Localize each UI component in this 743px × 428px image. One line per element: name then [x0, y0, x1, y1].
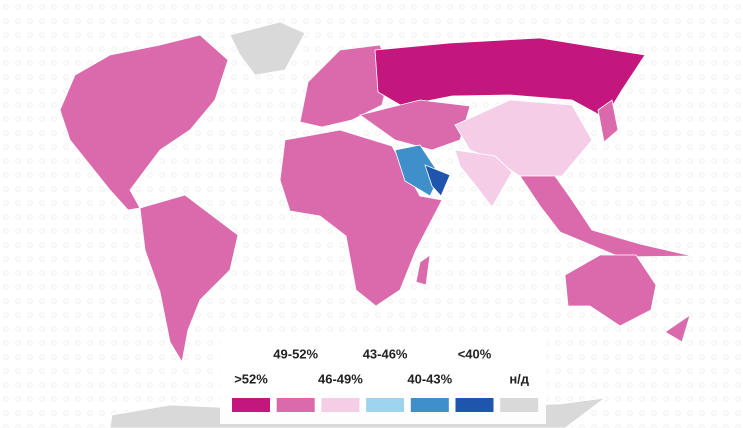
legend-swatch	[366, 398, 405, 412]
legend-label: 40-43%	[407, 371, 452, 386]
japan	[597, 99, 619, 143]
southeast-asia	[519, 175, 693, 258]
legend-label: н/д	[509, 371, 529, 386]
legend-items: >52% 49-52%46-49%43-46% 40-43% <40% н/д	[232, 346, 539, 412]
australia	[564, 254, 657, 327]
north-america	[59, 34, 229, 211]
legend-swatch	[455, 398, 494, 412]
south-america	[139, 194, 239, 364]
india	[454, 149, 513, 208]
legend-label: <40%	[458, 346, 492, 361]
legend-swatch	[232, 398, 270, 412]
greenland	[229, 21, 306, 76]
legend-swatch	[500, 398, 539, 412]
legend-label: >52%	[234, 371, 268, 386]
madagascar	[415, 254, 431, 286]
countries	[59, 21, 693, 428]
gulf-states	[424, 164, 451, 197]
legend-swatch	[321, 398, 360, 412]
new-zealand	[664, 314, 691, 343]
legend-label: 43-46%	[363, 346, 408, 361]
russia	[374, 37, 646, 119]
legend: >52% 49-52%46-49%43-46% 40-43% <40% н/д	[220, 332, 546, 424]
legend-swatch	[276, 398, 315, 412]
legend-label: 49-52%	[273, 346, 318, 361]
central-asia	[359, 99, 471, 151]
legend-swatch	[410, 398, 449, 412]
legend-label: 46-49%	[318, 371, 363, 386]
